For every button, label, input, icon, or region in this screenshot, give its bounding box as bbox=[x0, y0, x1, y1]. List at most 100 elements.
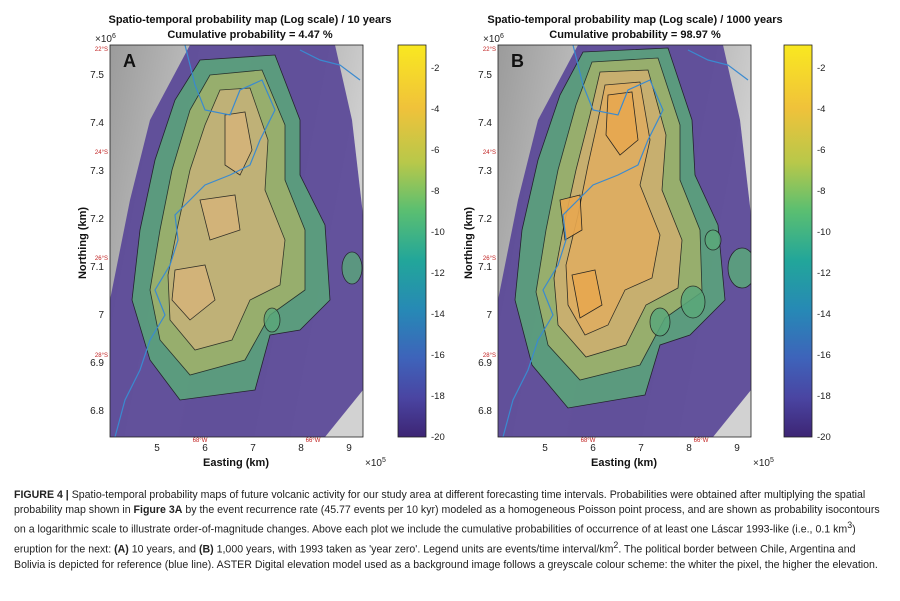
caption-part6: . The political border between Chile, Ar… bbox=[14, 543, 878, 571]
panel-b-border-line bbox=[502, 45, 749, 437]
caption-part1: Spatio-temporal probability maps of futu… bbox=[14, 489, 866, 517]
cb-a-tick-m4: -4 bbox=[431, 104, 439, 115]
panel-a-xtick-5: 5 bbox=[154, 443, 160, 454]
caption-part2: by the event recurrence rate (45.77 even… bbox=[14, 504, 880, 536]
panel-a-ytick-7.1: 7.1 bbox=[90, 262, 104, 273]
panel-a-ytick-7.2: 7.2 bbox=[90, 214, 104, 225]
panel-a-lon-66: 66°W bbox=[306, 438, 321, 444]
cb-a-tick-m16: -16 bbox=[431, 350, 445, 361]
panel-b-title: Spatio-temporal probability map (Log sca… bbox=[487, 14, 782, 26]
panel-a-x-multiplier: ×105 bbox=[365, 457, 386, 469]
panel-b-ytick-6.8: 6.8 bbox=[478, 406, 492, 417]
panel-b-colorbar-ticks: -2 -4 -6 -8 -10 -12 -14 -16 -18 -20 bbox=[817, 63, 831, 443]
cb-b-tick-m18: -18 bbox=[817, 391, 831, 402]
panel-b-blob-1 bbox=[727, 247, 751, 289]
panel-b-ytick-7.4: 7.4 bbox=[478, 118, 492, 129]
panel-b-blob-4 bbox=[649, 307, 671, 337]
cb-a-tick-m6: -6 bbox=[431, 145, 439, 156]
panel-a-border-line bbox=[114, 45, 361, 437]
panel-b-ytick-7: 7 bbox=[486, 310, 492, 321]
panel-a-lat-24: 24°S bbox=[95, 150, 108, 156]
caption-part4: 10 years, and bbox=[128, 543, 199, 556]
panel-a-y-ticks: 7.5 7.4 7.3 7.2 7.1 7 6.9 6.8 bbox=[90, 70, 104, 417]
panel-b-lat-22: 22°S bbox=[483, 47, 496, 53]
panel-b-lon-68: 68°W bbox=[581, 438, 596, 444]
panel-b-y-multiplier: ×106 bbox=[483, 33, 504, 45]
panel-b-lat-26: 26°S bbox=[483, 256, 496, 262]
panel-a-ytick-7.5: 7.5 bbox=[90, 70, 104, 81]
panel-a-lat-labels: 22°S 24°S 26°S 28°S bbox=[95, 47, 108, 359]
cb-a-tick-m20: -20 bbox=[431, 432, 445, 443]
panel-a-letter: A bbox=[123, 51, 136, 71]
cb-a-tick-m8: -8 bbox=[431, 186, 439, 197]
cb-a-tick-m2: -2 bbox=[431, 63, 439, 74]
cb-a-tick-m18: -18 bbox=[431, 391, 445, 402]
panel-b-contour-inner bbox=[559, 91, 639, 319]
panel-a-ytick-7.3: 7.3 bbox=[90, 166, 104, 177]
caption-sup-3: 3 bbox=[847, 520, 853, 531]
cb-b-tick-m16: -16 bbox=[817, 350, 831, 361]
panel-a-xtick-7: 7 bbox=[250, 443, 256, 454]
panel-b-x-ticks: 5 6 7 8 9 bbox=[542, 443, 740, 454]
panel-b-lon-66: 66°W bbox=[694, 438, 709, 444]
panel-b-x-multiplier: ×105 bbox=[753, 457, 774, 469]
panel-a-lon-68: 68°W bbox=[193, 438, 208, 444]
cb-b-tick-m20: -20 bbox=[817, 432, 831, 443]
panel-b-ytick-7.3: 7.3 bbox=[478, 166, 492, 177]
panel-a-lat-28: 28°S bbox=[95, 353, 108, 359]
caption-a-label: (A) bbox=[114, 543, 129, 556]
panel-b-xtick-7: 7 bbox=[638, 443, 644, 454]
panel-b-ytick-7.1: 7.1 bbox=[478, 262, 492, 273]
panel-b-letter: B bbox=[511, 51, 524, 71]
panel-b-subtitle: Cumulative probability = 98.97 % bbox=[549, 29, 721, 41]
panel-b-lat-28: 28°S bbox=[483, 353, 496, 359]
panel-a-lat-26: 26°S bbox=[95, 256, 108, 262]
panel-b-y-label: Northing (km) bbox=[463, 207, 475, 279]
panel-b-colorbar bbox=[783, 44, 813, 438]
panel-b-xtick-5: 5 bbox=[542, 443, 548, 454]
panel-b-x-label: Easting (km) bbox=[591, 457, 657, 469]
panel-b-lat-24: 24°S bbox=[483, 150, 496, 156]
panel-a-subtitle: Cumulative probability = 4.47 % bbox=[167, 29, 333, 41]
panel-b: Spatio-temporal probability map (Log sca… bbox=[463, 14, 831, 469]
caption-part3: ) eruption for the next: bbox=[14, 523, 856, 556]
panel-b-blob-3 bbox=[704, 229, 722, 251]
panel-a-y-label: Northing (km) bbox=[77, 207, 89, 279]
cb-b-tick-m4: -4 bbox=[817, 104, 825, 115]
panel-a-y-multiplier: ×106 bbox=[95, 33, 116, 45]
panel-a-contour-inner bbox=[171, 111, 253, 321]
cb-b-tick-m14: -14 bbox=[817, 309, 831, 320]
panel-b-ytick-7.5: 7.5 bbox=[478, 70, 492, 81]
panel-a-blob-2 bbox=[263, 307, 281, 333]
caption-sup-2: 2 bbox=[613, 540, 619, 551]
panel-a: Spatio-temporal probability map (Log sca… bbox=[77, 14, 445, 469]
panel-a-blob-1 bbox=[341, 251, 363, 285]
panel-b-y-ticks: 7.5 7.4 7.3 7.2 7.1 7 6.9 6.8 bbox=[478, 70, 492, 417]
caption-label: FIGURE 4 | bbox=[14, 489, 69, 501]
figure-caption: FIGURE 4 | Spatio-temporal probability m… bbox=[14, 488, 886, 573]
cb-b-tick-m8: -8 bbox=[817, 186, 825, 197]
panel-a-ytick-6.8: 6.8 bbox=[90, 406, 104, 417]
panel-a-title: Spatio-temporal probability map (Log sca… bbox=[108, 14, 391, 26]
panel-b-blob-2 bbox=[680, 285, 706, 319]
panel-a-x-ticks: 5 6 7 8 9 bbox=[154, 443, 352, 454]
panel-a-ytick-6.9: 6.9 bbox=[90, 358, 104, 369]
cb-a-tick-m14: -14 bbox=[431, 309, 445, 320]
panel-a-colorbar-ticks: -2 -4 -6 -8 -10 -12 -14 -16 -18 -20 bbox=[431, 63, 445, 443]
panel-b-xtick-9: 9 bbox=[734, 443, 740, 454]
panel-a-axes-frame bbox=[109, 44, 364, 438]
panel-a-lat-22: 22°S bbox=[95, 47, 108, 53]
cb-b-tick-m6: -6 bbox=[817, 145, 825, 156]
panel-b-xtick-6: 6 bbox=[590, 443, 596, 454]
panel-a-ytick-7: 7 bbox=[98, 310, 104, 321]
cb-a-tick-m12: -12 bbox=[431, 268, 445, 279]
panel-a-xtick-9: 9 bbox=[346, 443, 352, 454]
panel-b-ytick-6.9: 6.9 bbox=[478, 358, 492, 369]
panel-a-colorbar bbox=[397, 44, 427, 438]
panel-a-ytick-7.4: 7.4 bbox=[90, 118, 104, 129]
cb-b-tick-m12: -12 bbox=[817, 268, 831, 279]
panel-a-x-label: Easting (km) bbox=[203, 457, 269, 469]
cb-b-tick-m10: -10 bbox=[817, 227, 831, 238]
caption-part5: 1,000 years, with 1993 taken as 'year ze… bbox=[213, 543, 614, 556]
cb-a-tick-m10: -10 bbox=[431, 227, 445, 238]
